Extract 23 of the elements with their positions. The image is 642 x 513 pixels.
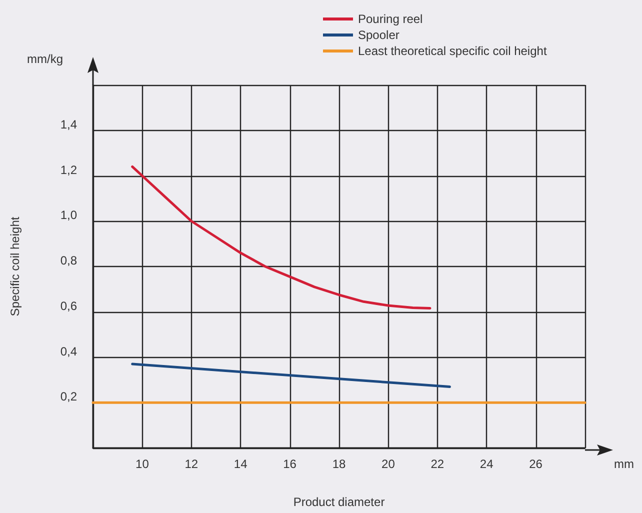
x-tick-label: 10 <box>136 457 150 471</box>
y-tick-label: 1,0 <box>60 208 78 222</box>
x-tick-label: 16 <box>283 457 297 471</box>
y-tick-label: 0,8 <box>60 254 78 268</box>
x-tick-label: 24 <box>480 457 494 471</box>
x-tick-label: 20 <box>382 457 396 471</box>
x-tick-label: 14 <box>234 457 248 471</box>
y-tick-label: 1,2 <box>60 162 78 177</box>
legend-label: Least theoretical specific coil height <box>358 44 548 58</box>
text: mm <box>614 457 634 471</box>
x-axis-title: Product diameter <box>293 495 385 509</box>
y-tick-label: 0,6 <box>60 298 78 313</box>
y-tick-label: 0,2 <box>60 390 78 404</box>
x-tick-label: 18 <box>332 457 346 471</box>
legend-label: Spooler <box>358 28 400 42</box>
x-tick-label: 12 <box>184 457 198 471</box>
y-tick-label: 0,4 <box>60 344 78 358</box>
y-tick-label: 1,4 <box>60 117 78 132</box>
text: mm/kg <box>27 52 63 66</box>
y-axis-title: Specific coil height <box>8 216 22 316</box>
x-tick-label: 22 <box>430 457 444 471</box>
x-tick-label: 26 <box>529 457 543 471</box>
legend-label: Pouring reel <box>358 12 423 26</box>
